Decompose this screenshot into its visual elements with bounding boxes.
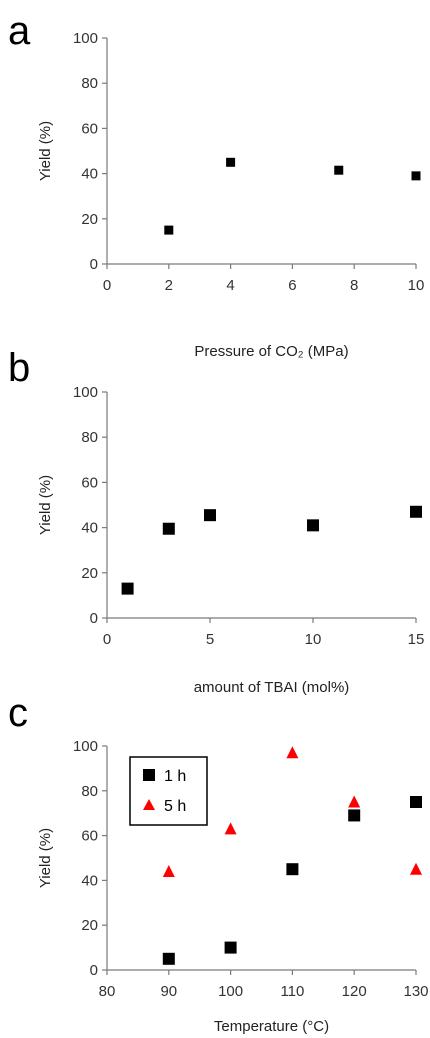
y-tick-label: 20 bbox=[81, 917, 98, 934]
y-axis-label: Yield (%) bbox=[37, 121, 54, 181]
data-point-square bbox=[204, 509, 216, 522]
data-point-square bbox=[348, 809, 361, 822]
x-tick-label: 15 bbox=[408, 631, 425, 648]
y-tick-label: 40 bbox=[81, 166, 98, 183]
legend-label: 5 h bbox=[164, 798, 186, 815]
legend-label: 1 h bbox=[164, 768, 186, 785]
x-axis-label: amount of TBAI (mol%) bbox=[194, 679, 350, 696]
x-tick-label: 10 bbox=[408, 277, 425, 294]
y-tick-label: 80 bbox=[81, 783, 98, 800]
y-tick-label: 100 bbox=[73, 384, 98, 401]
y-tick-label: 100 bbox=[73, 738, 98, 755]
x-tick-label: 4 bbox=[226, 277, 234, 294]
panel-letter: c bbox=[8, 691, 28, 735]
y-axis-label: Yield (%) bbox=[37, 475, 54, 535]
y-tick-label: 20 bbox=[81, 565, 98, 582]
data-point-square bbox=[164, 225, 174, 235]
legend-marker-triangle bbox=[143, 799, 155, 810]
data-point-square bbox=[162, 952, 175, 965]
x-tick-label: 0 bbox=[103, 631, 111, 648]
chart-panel-a: a 0 20 40 60 80 100 0 2 4 6 8 10 Pressure of CO₂ (MPa… bbox=[8, 9, 424, 360]
y-tick-label: 60 bbox=[81, 474, 98, 491]
y-tick-label: 40 bbox=[81, 520, 98, 537]
data-point-square bbox=[410, 505, 422, 518]
y-tick-label: 80 bbox=[81, 429, 98, 446]
panel-letter: b bbox=[8, 346, 30, 390]
data-point-square bbox=[410, 796, 422, 808]
data-point-square bbox=[334, 165, 344, 175]
data-point-triangle bbox=[348, 795, 361, 808]
x-tick-label: 90 bbox=[160, 983, 177, 1000]
x-tick-label: 80 bbox=[99, 983, 116, 1000]
y-axis-label: Yield (%) bbox=[37, 828, 54, 888]
data-point-square bbox=[286, 863, 299, 876]
x-tick-label: 6 bbox=[288, 277, 296, 294]
x-tick-label: 110 bbox=[280, 983, 304, 1000]
y-tick-label: 60 bbox=[81, 828, 98, 845]
data-point-square bbox=[226, 157, 236, 167]
data-point-triangle bbox=[224, 822, 237, 835]
legend-box bbox=[129, 756, 208, 826]
data-point-triangle bbox=[410, 862, 422, 875]
x-tick-label: 100 bbox=[218, 983, 243, 1000]
legend: 1 h 5 h bbox=[129, 756, 208, 826]
panel-letter: a bbox=[8, 9, 31, 53]
data-point-square bbox=[162, 522, 175, 535]
data-point-square bbox=[224, 941, 237, 954]
chart-panel-c: c 0 20 40 60 80 100 80 90 100 110 120 130 Temperature… bbox=[8, 691, 429, 1035]
x-axis-label: Pressure of CO₂ (MPa) bbox=[194, 343, 348, 360]
data-point-square bbox=[121, 582, 134, 595]
chart-panel-b: b 0 20 40 60 80 100 0 5 10 15 amount of TBAI (mol%)… bbox=[8, 346, 424, 696]
x-axis-label: Temperature (°C) bbox=[214, 1018, 329, 1035]
legend-marker-square bbox=[143, 769, 155, 781]
y-tick-label: 80 bbox=[81, 75, 98, 92]
y-tick-label: 0 bbox=[90, 610, 98, 627]
y-tick-label: 40 bbox=[81, 872, 98, 889]
x-tick-label: 120 bbox=[342, 983, 367, 1000]
x-tick-label: 2 bbox=[165, 277, 173, 294]
y-tick-label: 0 bbox=[90, 256, 98, 273]
y-tick-label: 20 bbox=[81, 211, 98, 228]
data-point-triangle bbox=[162, 864, 175, 877]
x-tick-label: 10 bbox=[305, 631, 322, 648]
y-tick-label: 100 bbox=[73, 30, 98, 47]
y-tick-label: 60 bbox=[81, 120, 98, 137]
x-tick-label: 0 bbox=[103, 277, 111, 294]
data-point-square bbox=[411, 171, 421, 181]
x-tick-label: 5 bbox=[206, 631, 214, 648]
x-tick-label: 8 bbox=[350, 277, 358, 294]
data-point-triangle bbox=[286, 746, 299, 759]
data-point-square bbox=[307, 519, 319, 532]
x-tick-label: 130 bbox=[403, 983, 428, 1000]
y-tick-label: 0 bbox=[90, 962, 98, 979]
